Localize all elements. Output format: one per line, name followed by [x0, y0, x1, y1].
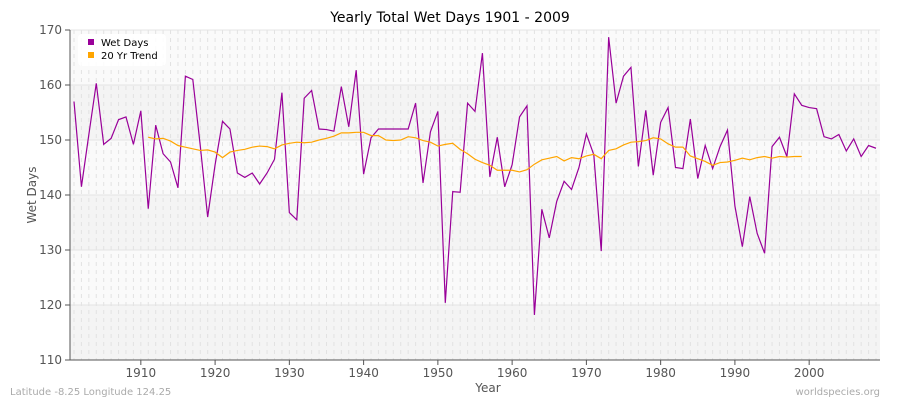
- x-tick-label: 1920: [200, 366, 231, 380]
- x-tick-label: 1940: [348, 366, 379, 380]
- x-tick-label: 1930: [274, 366, 305, 380]
- y-tick-label: 170: [39, 23, 62, 37]
- footer-site: worldspecies.org: [796, 387, 880, 398]
- x-tick-label: 1910: [126, 366, 157, 380]
- y-tick-label: 160: [39, 78, 62, 92]
- y-axis-label: Wet Days: [25, 166, 39, 223]
- legend-swatch-trend: [88, 52, 94, 58]
- x-axis-label: Year: [474, 381, 500, 395]
- x-tick-label: 1950: [423, 366, 454, 380]
- x-tick-label: 1980: [645, 366, 676, 380]
- x-tick-label: 1990: [720, 366, 751, 380]
- y-tick-label: 120: [39, 298, 62, 312]
- x-tick-label: 1970: [571, 366, 602, 380]
- trend-line: [148, 131, 802, 173]
- y-tick-label: 130: [39, 243, 62, 257]
- x-tick-label: 2000: [794, 366, 825, 380]
- x-tick-label: 1960: [497, 366, 528, 380]
- legend: Wet Days 20 Yr Trend: [78, 34, 166, 66]
- footer-location: Latitude -8.25 Longitude 124.25: [10, 387, 171, 398]
- y-tick-label: 150: [39, 133, 62, 147]
- legend-label-trend: 20 Yr Trend: [101, 51, 158, 62]
- y-tick-label: 140: [39, 188, 62, 202]
- legend-label-wet-days: Wet Days: [101, 38, 149, 49]
- legend-swatch-wet-days: [88, 39, 94, 45]
- chart-title: Yearly Total Wet Days 1901 - 2009: [329, 10, 570, 26]
- wet-days-line: [73, 37, 877, 315]
- y-tick-label: 110: [39, 353, 62, 367]
